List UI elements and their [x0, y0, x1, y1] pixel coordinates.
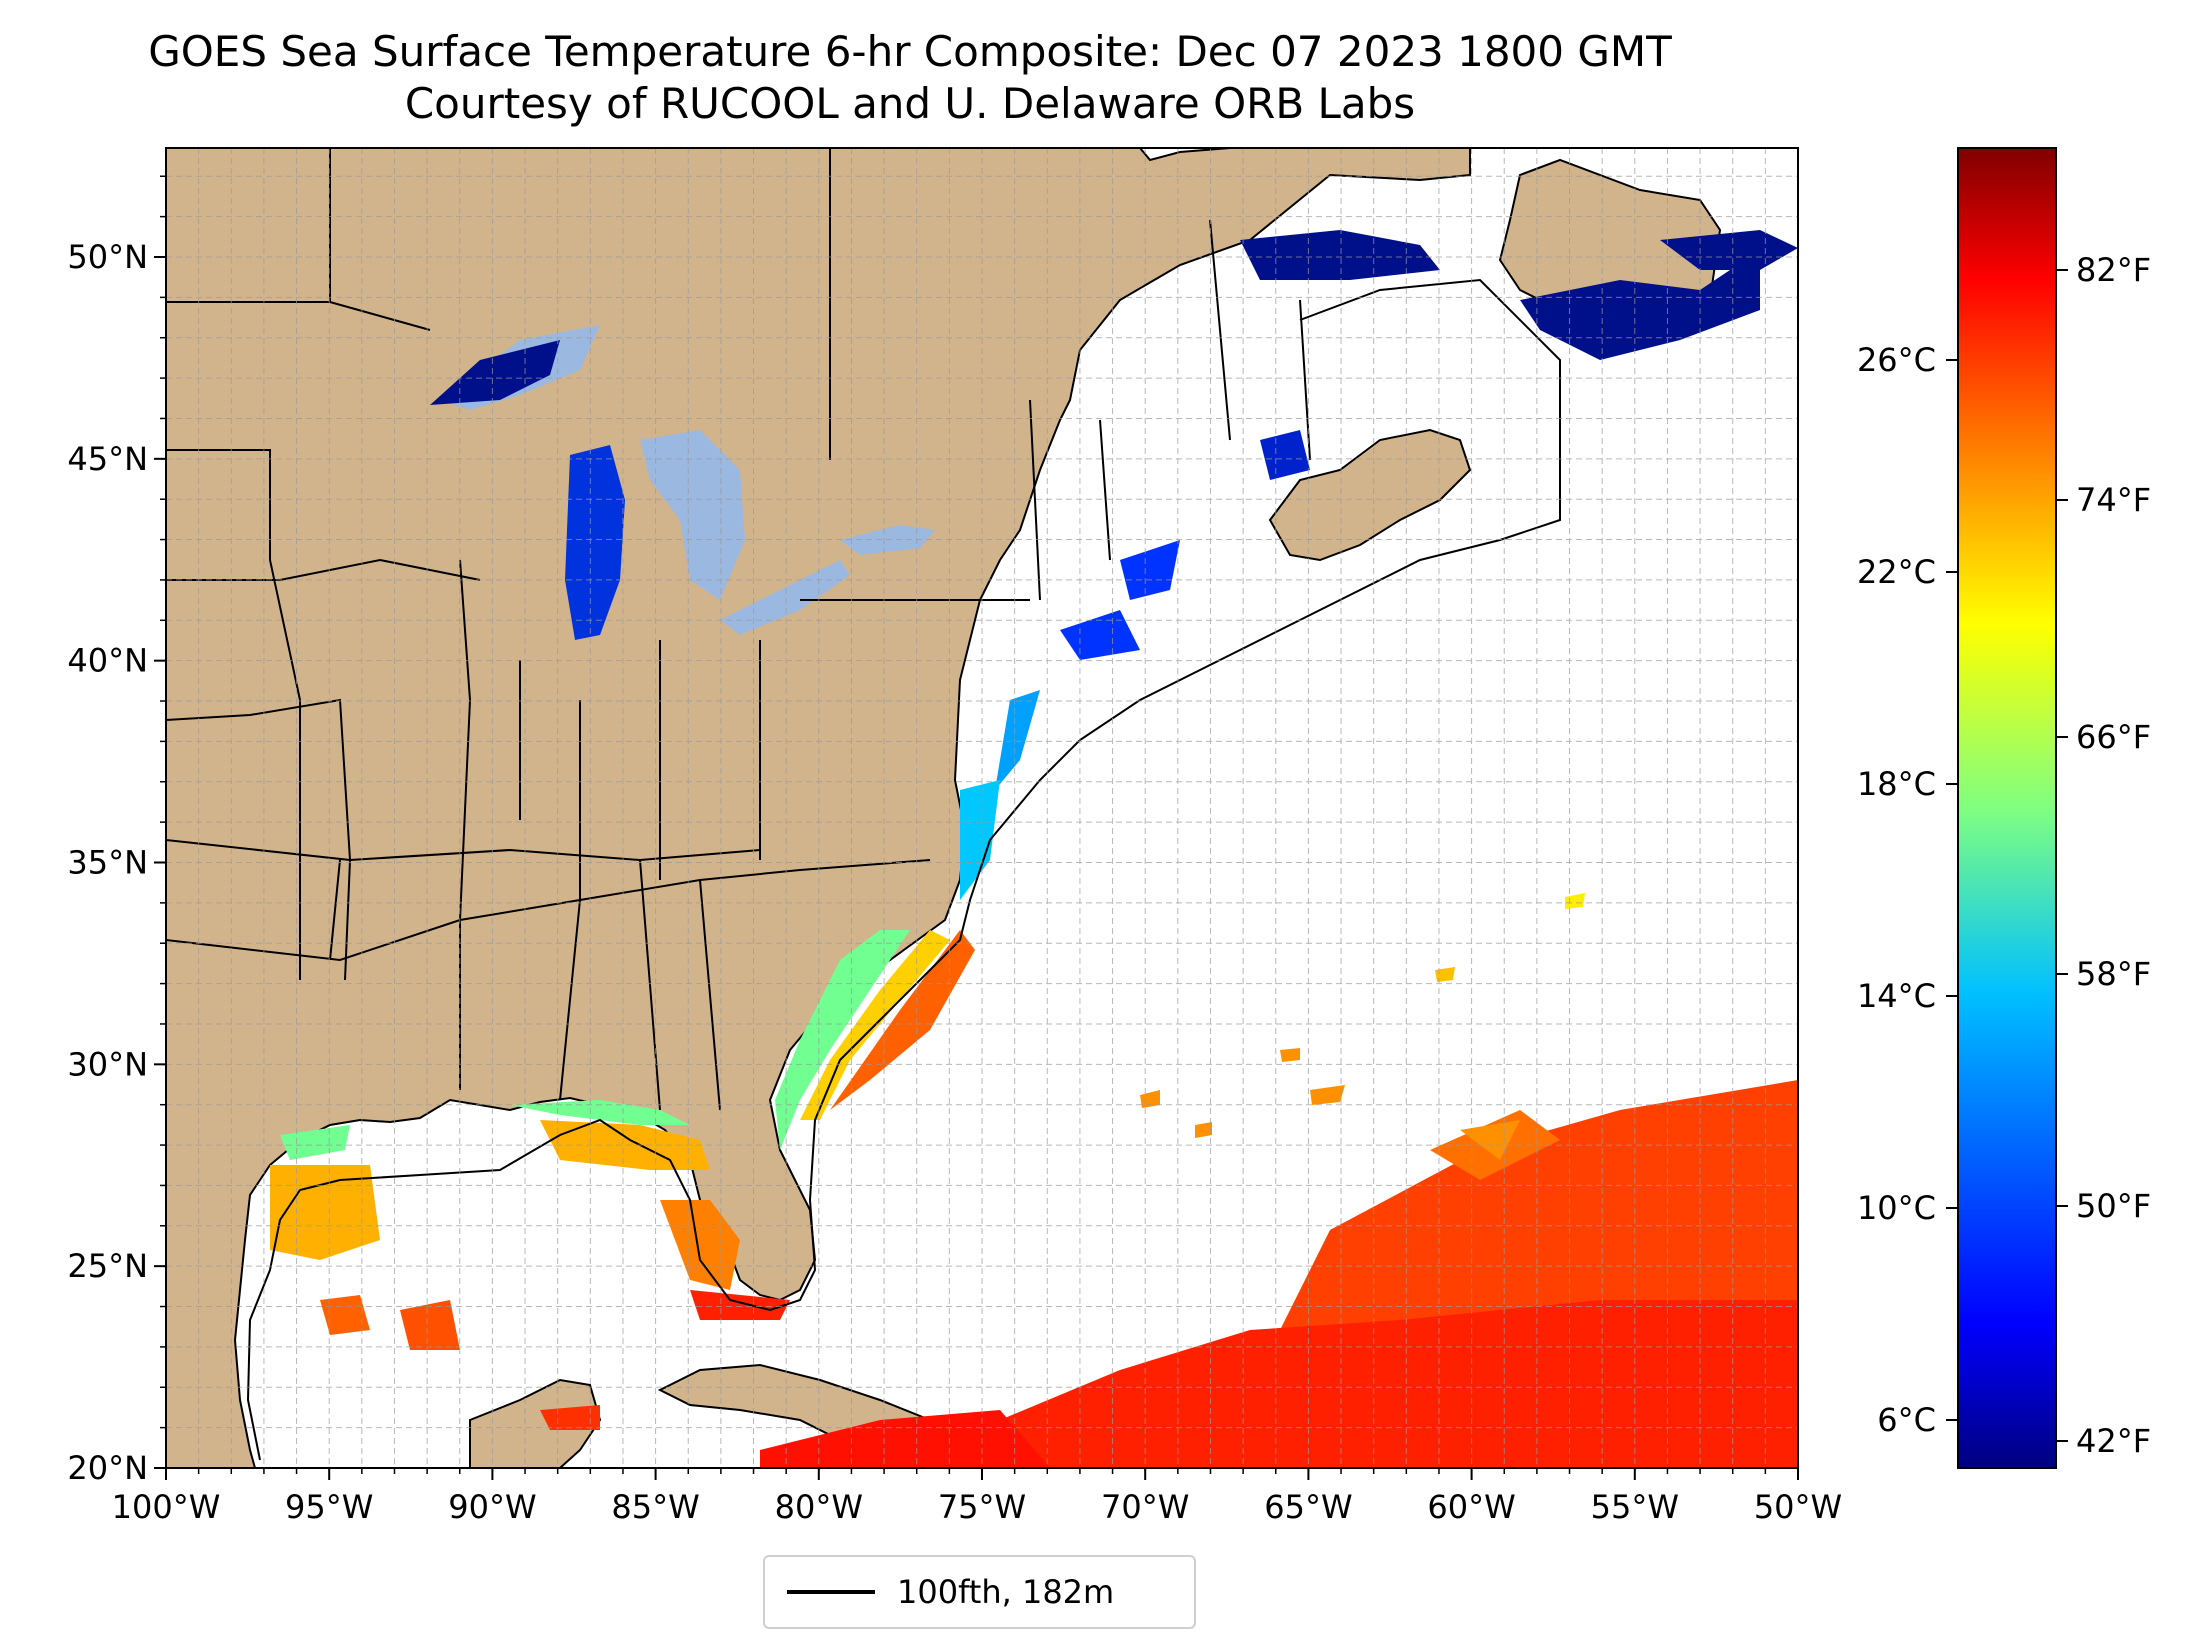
lon-tick-label: 85°W [611, 1488, 699, 1526]
legend: 100fth, 182m [763, 1555, 1196, 1629]
fahrenheit-tick-label: 66°F [2076, 718, 2151, 756]
lon-tick-label: 65°W [1264, 1488, 1352, 1526]
lat-tick-label: 20°N [67, 1449, 148, 1487]
lat-axis: 20°N 25°N 30°N 35°N 40°N 45°N 50°N [67, 175, 166, 1487]
land-nova-scotia [1268, 428, 1472, 562]
celsius-tick-label: 14°C [1857, 977, 1936, 1015]
lat-tick-label: 30°N [67, 1045, 148, 1083]
map-title: GOES Sea Surface Temperature 6-hr Compos… [148, 27, 1672, 76]
lon-tick-label: 50°W [1754, 1488, 1842, 1526]
lon-tick-label: 60°W [1427, 1488, 1515, 1526]
lake-erie [720, 560, 850, 635]
map-subtitle: Courtesy of RUCOOL and U. Delaware ORB L… [404, 79, 1416, 128]
colorbar-fahrenheit-axis: 82°F 74°F 66°F 58°F 50°F 42°F [2056, 251, 2151, 1460]
lon-axis: 100°W 95°W 90°W 85°W 80°W 75°W 70°W 65°W 60°W 55°… [112, 1468, 1842, 1526]
fahrenheit-tick-label: 58°F [2076, 955, 2151, 993]
legend-line-swatch [787, 1590, 875, 1594]
lon-tick-label: 55°W [1591, 1488, 1679, 1526]
lat-tick-label: 45°N [67, 440, 148, 478]
celsius-tick-label: 26°C [1857, 341, 1936, 379]
lat-tick-label: 25°N [67, 1247, 148, 1285]
celsius-tick-label: 22°C [1857, 553, 1936, 591]
sst-field [270, 230, 1798, 1468]
colorbar-celsius-axis: 26°C 22°C 18°C 14°C 10°C 6°C [1857, 341, 1958, 1439]
lon-tick-label: 95°W [285, 1488, 373, 1526]
lon-tick-label: 100°W [112, 1488, 221, 1526]
lake-superior-cold [430, 340, 560, 405]
fahrenheit-tick-label: 82°F [2076, 251, 2151, 289]
map-area [166, 148, 1798, 1468]
celsius-tick-label: 10°C [1857, 1189, 1936, 1227]
fahrenheit-tick-label: 50°F [2076, 1187, 2151, 1225]
celsius-tick-label: 6°C [1877, 1401, 1936, 1439]
lon-tick-label: 80°W [775, 1488, 863, 1526]
legend-label: 100fth, 182m [897, 1573, 1115, 1611]
colorbar [1957, 147, 2057, 1469]
lake-huron [640, 430, 745, 600]
lon-tick-label: 90°W [448, 1488, 536, 1526]
lon-tick-label: 70°W [1101, 1488, 1189, 1526]
fahrenheit-tick-label: 74°F [2076, 481, 2151, 519]
fahrenheit-tick-label: 42°F [2076, 1422, 2151, 1460]
map-grid [166, 148, 1798, 1468]
lat-tick-label: 50°N [67, 238, 148, 276]
lat-tick-label: 35°N [67, 843, 148, 881]
lat-tick-label: 40°N [67, 642, 148, 680]
lake-michigan [565, 445, 625, 640]
lon-tick-label: 75°W [938, 1488, 1026, 1526]
celsius-tick-label: 18°C [1857, 765, 1936, 803]
